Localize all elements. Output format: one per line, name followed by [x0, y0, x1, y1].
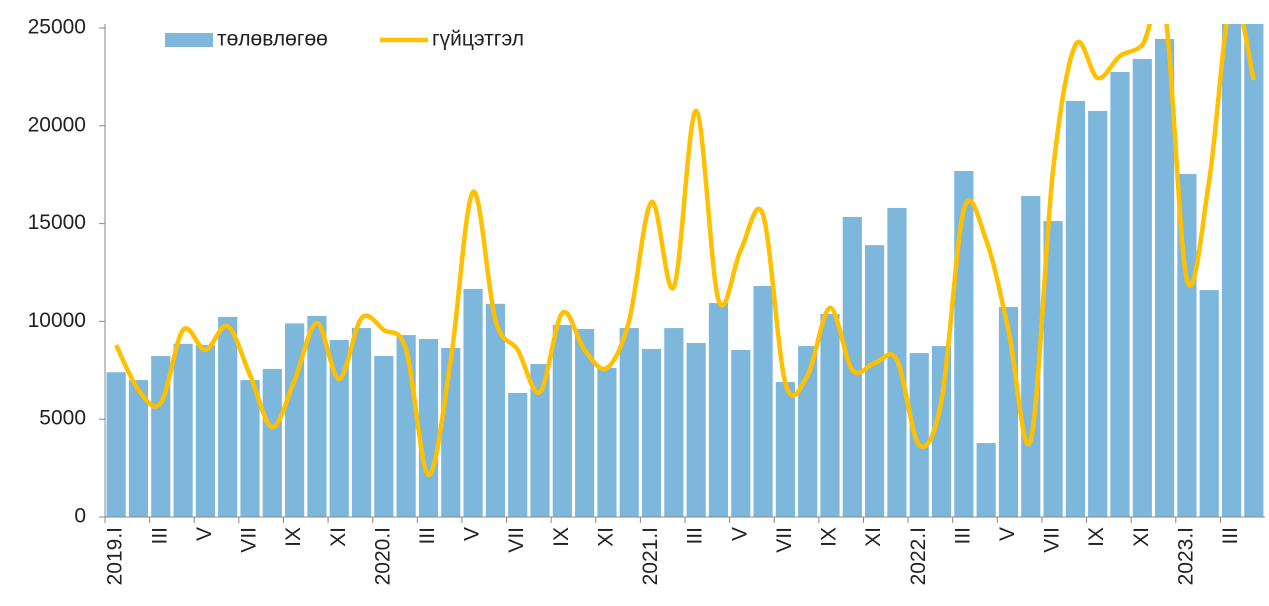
x-tick-label: V	[996, 527, 1019, 541]
bar	[1199, 290, 1219, 517]
bar	[1065, 100, 1085, 517]
bar	[329, 339, 349, 517]
x-tick-label: XI	[1130, 527, 1153, 547]
bar	[173, 343, 193, 517]
y-tick-label: 15000	[28, 211, 86, 234]
bar	[262, 368, 282, 517]
bar	[508, 392, 528, 517]
bar	[619, 328, 639, 517]
bar	[485, 303, 505, 517]
x-tick-label: III	[416, 527, 439, 545]
bar	[686, 342, 706, 517]
bar	[1088, 110, 1108, 518]
x-tick-label: V	[461, 527, 484, 541]
x-tick-label: 2020.I	[371, 527, 394, 585]
bar	[954, 170, 974, 518]
y-tick-label: 10000	[28, 309, 86, 332]
bar	[798, 346, 818, 517]
x-tick-label: III	[1219, 527, 1242, 545]
bar	[1110, 72, 1130, 517]
x-tick-label: XI	[327, 527, 350, 547]
x-tick-label: IX	[1085, 527, 1108, 547]
x-tick-label: VII	[1041, 527, 1064, 553]
bar	[218, 316, 238, 517]
y-tick-label: 0	[74, 505, 86, 528]
x-tick-label: VII	[238, 527, 261, 553]
x-tick-label: III	[951, 527, 974, 545]
x-tick-label: IX	[550, 527, 573, 547]
x-tick-label: III	[148, 527, 171, 545]
bar	[575, 329, 595, 517]
bar	[374, 356, 394, 517]
bar	[820, 313, 840, 517]
y-tick-label: 5000	[39, 407, 86, 430]
x-tick-label: VII	[773, 527, 796, 553]
x-tick-label: V	[193, 527, 216, 541]
line	[114, 24, 1257, 478]
bar	[1132, 58, 1152, 518]
bar	[396, 335, 416, 517]
x-tick-label: 2019.I	[104, 527, 127, 585]
bar	[976, 443, 996, 517]
x-tick-label: III	[684, 527, 707, 545]
bar	[931, 346, 952, 517]
bar	[865, 245, 885, 517]
x-tick-label: V	[728, 527, 751, 541]
legend-label: гүйцэтгэл	[432, 28, 524, 51]
bar	[753, 285, 773, 517]
bar	[128, 380, 149, 517]
bar	[463, 288, 483, 517]
legend-swatch	[165, 33, 213, 47]
x-tick-label: VII	[505, 527, 528, 553]
bar	[418, 339, 439, 517]
bar	[1221, 24, 1242, 517]
bar	[775, 382, 795, 517]
bar	[664, 328, 684, 517]
plot-area	[106, 24, 1264, 518]
bar	[909, 353, 929, 517]
bar	[351, 328, 372, 517]
y-tick-label: 20000	[28, 113, 86, 136]
bar	[641, 348, 662, 517]
x-tick-label: 2023.I	[1174, 527, 1197, 585]
bar	[597, 367, 617, 517]
legend-label: төлөвлөгөө	[217, 28, 328, 51]
bar	[530, 364, 550, 517]
bar	[307, 315, 327, 517]
bar	[106, 372, 126, 517]
bar	[240, 380, 260, 517]
x-tick-label: XI	[594, 527, 617, 547]
bar	[1244, 24, 1264, 517]
x-tick-label: XI	[862, 527, 885, 547]
x-tick-label: 2021.I	[639, 527, 662, 585]
bar	[552, 324, 572, 517]
bar	[1155, 38, 1175, 517]
y-tick-label: 25000	[28, 16, 86, 39]
bar	[1043, 221, 1063, 518]
bar	[731, 349, 751, 517]
x-tick-label: 2022.I	[907, 527, 930, 585]
x-tick-label: IX	[818, 527, 841, 547]
bar	[195, 344, 215, 517]
bar	[708, 303, 729, 517]
x-tick-label: IX	[282, 527, 305, 547]
